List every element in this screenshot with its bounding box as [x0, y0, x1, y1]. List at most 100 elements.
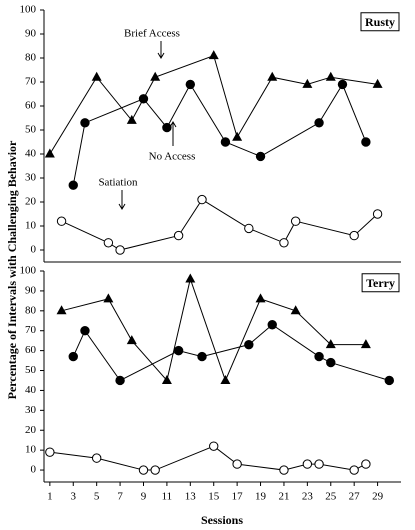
circle-marker — [349, 230, 359, 241]
annotation: Satiation — [98, 177, 138, 189]
triangle-marker — [255, 293, 266, 303]
triangle-marker — [232, 131, 243, 141]
x-tick-label: 23 — [302, 491, 314, 503]
triangle-marker — [126, 335, 137, 345]
y-tick-label: 60 — [25, 100, 37, 112]
x-tick-label: 1 — [47, 491, 53, 503]
x-tick-label: 27 — [349, 491, 361, 503]
circle-marker — [232, 459, 242, 469]
triangle-marker — [267, 71, 278, 81]
y-tick-label: 90 — [25, 284, 37, 296]
series-line — [61, 277, 366, 382]
triangle-marker — [103, 293, 114, 303]
circle-marker — [267, 320, 277, 330]
y-tick-label: 0 — [31, 464, 37, 476]
circle-marker — [173, 230, 184, 241]
circle-marker — [384, 375, 394, 386]
x-tick-label: 3 — [71, 491, 77, 503]
y-tick-label: 30 — [25, 404, 37, 416]
triangle-marker — [161, 374, 172, 384]
y-tick-label: 90 — [25, 28, 37, 40]
circle-marker — [314, 459, 324, 469]
circle-marker — [197, 194, 207, 205]
circle-marker — [115, 245, 125, 255]
circle-marker — [68, 180, 78, 190]
y-axis-label: Percentage of Intervals with Challenging… — [5, 140, 19, 399]
annotation: Brief Access — [124, 28, 180, 40]
y-tick-label: 10 — [25, 444, 37, 456]
circle-marker — [279, 238, 289, 248]
triangle-marker — [185, 273, 196, 283]
x-tick-label: 21 — [278, 491, 289, 503]
triangle-marker — [325, 339, 336, 349]
panel-label-box — [361, 273, 400, 293]
circle-marker — [337, 79, 348, 90]
triangle-marker — [302, 78, 313, 88]
x-tick-label: 13 — [185, 491, 197, 503]
y-tick-label: 50 — [25, 124, 37, 136]
circle-marker — [185, 79, 196, 90]
circle-marker — [138, 465, 149, 475]
panel-label: Rusty — [365, 15, 395, 29]
y-tick-label: 100 — [20, 4, 37, 16]
circle-marker — [162, 122, 172, 133]
y-tick-label: 0 — [31, 244, 37, 256]
y-tick-label: 40 — [25, 384, 37, 396]
circle-marker — [68, 351, 78, 362]
y-tick-label: 70 — [25, 76, 37, 88]
circle-marker — [103, 238, 114, 248]
circle-marker — [244, 339, 254, 350]
y-tick-label: 100 — [20, 265, 37, 277]
triangle-marker — [44, 148, 55, 158]
circle-marker — [326, 357, 336, 368]
y-tick-label: 30 — [25, 172, 37, 184]
x-tick-label: 7 — [117, 491, 123, 503]
triangle-marker — [372, 78, 383, 88]
x-tick-label: 29 — [372, 491, 384, 503]
panel-label: Terry — [366, 276, 395, 290]
circle-marker — [361, 137, 371, 147]
circle-marker — [80, 118, 90, 128]
y-tick-label: 50 — [25, 364, 37, 376]
circle-marker — [115, 375, 125, 386]
circle-marker — [80, 326, 90, 336]
circle-marker — [138, 94, 149, 104]
circle-marker — [314, 351, 324, 362]
circle-marker — [302, 459, 313, 469]
triangle-marker — [360, 339, 371, 349]
annotation: No Access — [149, 151, 196, 163]
series-line — [72, 324, 390, 382]
triangle-marker — [56, 305, 67, 315]
circle-marker — [45, 447, 55, 457]
triangle-marker — [126, 114, 137, 124]
panel-label-box — [360, 12, 400, 32]
x-tick-label: 19 — [255, 491, 267, 503]
circle-marker — [279, 465, 289, 475]
x-tick-label: 25 — [325, 491, 337, 503]
circle-marker — [150, 465, 160, 475]
series-line — [72, 83, 367, 186]
y-tick-label: 20 — [25, 424, 37, 436]
triangle-marker — [290, 305, 301, 315]
triangle-marker — [220, 374, 231, 384]
y-tick-label: 40 — [25, 148, 37, 160]
triangle-marker — [150, 71, 161, 81]
x-tick-label: 15 — [208, 491, 220, 503]
x-tick-label: 17 — [232, 491, 244, 503]
triangle-marker — [91, 71, 102, 81]
y-tick-label: 60 — [25, 344, 37, 356]
series-line — [61, 198, 378, 251]
y-tick-label: 10 — [25, 220, 37, 232]
circle-marker — [372, 209, 383, 219]
triangle-marker — [208, 50, 219, 60]
arrow-head — [157, 52, 165, 59]
circle-marker — [91, 453, 102, 463]
series-line — [49, 54, 378, 155]
circle-marker — [220, 137, 231, 147]
circle-marker — [209, 441, 219, 451]
circle-marker — [244, 223, 254, 234]
arrow-head — [118, 203, 126, 210]
y-tick-label: 80 — [25, 52, 37, 64]
y-tick-label: 80 — [25, 304, 37, 316]
